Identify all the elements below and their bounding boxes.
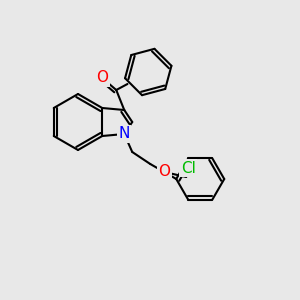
Text: O: O xyxy=(96,70,108,86)
Text: N: N xyxy=(118,127,130,142)
Text: Cl: Cl xyxy=(181,161,196,176)
Text: O: O xyxy=(158,164,170,179)
